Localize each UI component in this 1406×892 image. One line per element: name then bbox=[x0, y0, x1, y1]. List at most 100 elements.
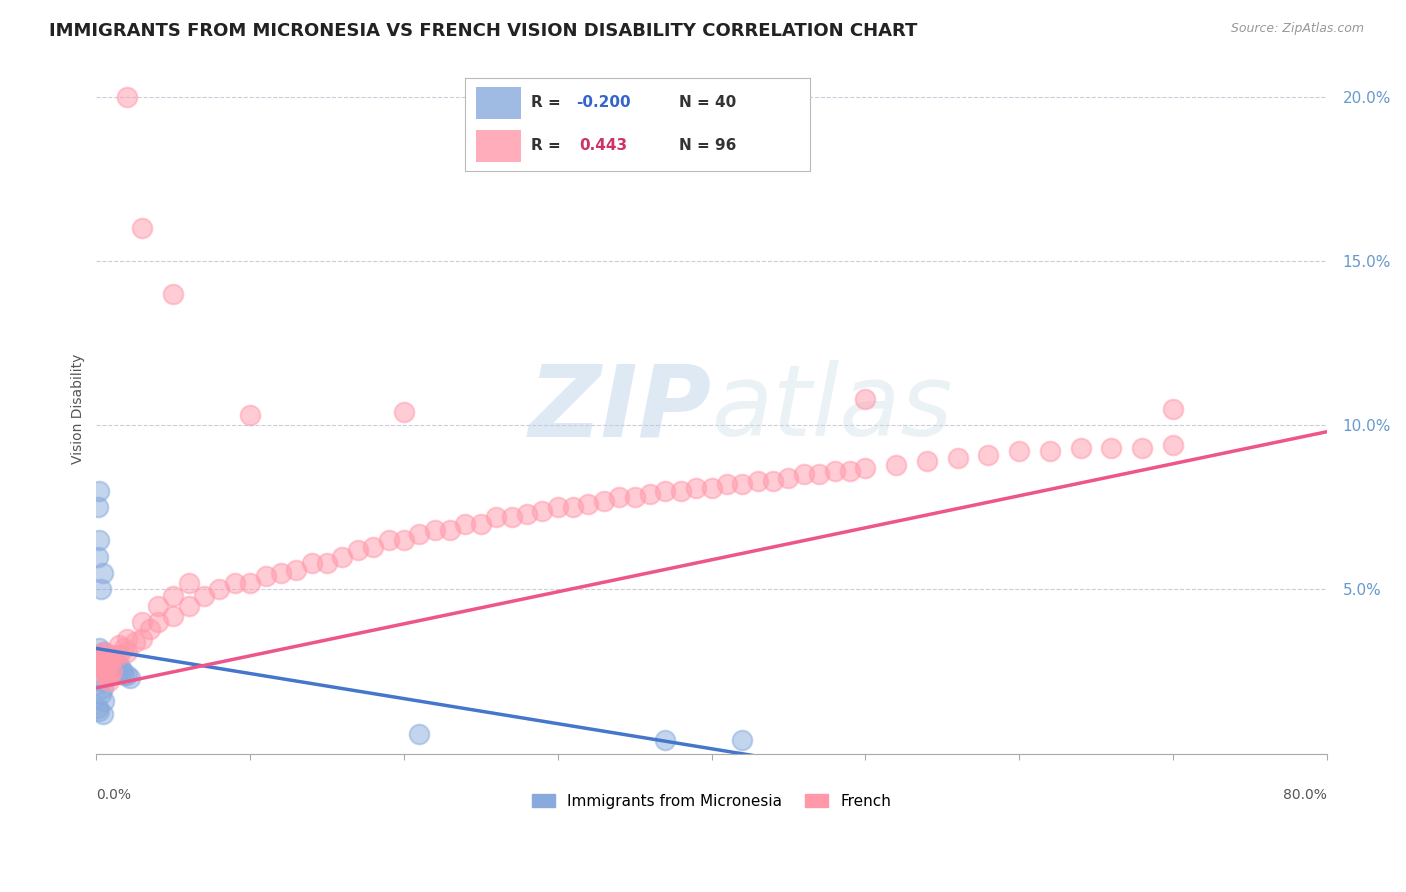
Point bbox=[93, 665, 115, 679]
Point bbox=[124, 635, 146, 649]
Point bbox=[108, 665, 131, 679]
Point bbox=[700, 481, 723, 495]
Point bbox=[94, 667, 117, 681]
Point bbox=[93, 645, 115, 659]
Point bbox=[100, 651, 122, 665]
Point bbox=[501, 510, 523, 524]
Point bbox=[392, 533, 415, 548]
Text: IMMIGRANTS FROM MICRONESIA VS FRENCH VISION DISABILITY CORRELATION CHART: IMMIGRANTS FROM MICRONESIA VS FRENCH VIS… bbox=[49, 22, 918, 40]
Point bbox=[90, 657, 112, 672]
Point bbox=[485, 510, 508, 524]
Text: 0.0%: 0.0% bbox=[97, 788, 131, 802]
Point bbox=[90, 651, 112, 665]
Point bbox=[89, 704, 111, 718]
Point bbox=[824, 464, 846, 478]
Point bbox=[97, 665, 120, 679]
Point bbox=[89, 533, 111, 548]
Point bbox=[762, 474, 785, 488]
Point bbox=[946, 450, 969, 465]
Point bbox=[592, 493, 614, 508]
Point bbox=[208, 582, 231, 597]
Text: atlas: atlas bbox=[711, 360, 953, 458]
Point bbox=[853, 392, 876, 406]
Point bbox=[377, 533, 399, 548]
Point bbox=[270, 566, 292, 580]
Point bbox=[93, 648, 115, 662]
Y-axis label: Vision Disability: Vision Disability bbox=[72, 353, 86, 464]
Point bbox=[254, 569, 277, 583]
Point bbox=[361, 540, 384, 554]
Point bbox=[162, 286, 184, 301]
Point bbox=[94, 655, 117, 669]
Text: Source: ZipAtlas.com: Source: ZipAtlas.com bbox=[1230, 22, 1364, 36]
Point bbox=[91, 566, 114, 580]
Point bbox=[108, 648, 131, 662]
Point bbox=[115, 632, 138, 646]
Point bbox=[669, 483, 692, 498]
Point bbox=[97, 655, 120, 669]
Point bbox=[87, 549, 110, 564]
Point bbox=[1039, 444, 1062, 458]
Point bbox=[162, 608, 184, 623]
Point bbox=[977, 448, 1000, 462]
Point bbox=[346, 543, 368, 558]
Point bbox=[1130, 441, 1153, 455]
Point bbox=[1161, 401, 1184, 416]
Point bbox=[808, 467, 831, 482]
Point bbox=[177, 599, 200, 613]
Point bbox=[87, 651, 110, 665]
Point bbox=[638, 487, 661, 501]
Point bbox=[104, 648, 127, 662]
Point bbox=[94, 661, 117, 675]
Point bbox=[87, 500, 110, 515]
Point bbox=[91, 645, 114, 659]
Point bbox=[94, 651, 117, 665]
Point bbox=[91, 661, 114, 675]
Point bbox=[89, 648, 111, 662]
Point bbox=[112, 667, 135, 681]
Point bbox=[731, 477, 754, 491]
Point bbox=[162, 589, 184, 603]
Point bbox=[423, 523, 446, 537]
Point bbox=[531, 503, 554, 517]
Point bbox=[131, 632, 153, 646]
Point bbox=[747, 474, 769, 488]
Point bbox=[93, 655, 115, 669]
Point bbox=[107, 657, 129, 672]
Point bbox=[623, 491, 645, 505]
Point bbox=[115, 645, 138, 659]
Point bbox=[96, 651, 118, 665]
Point bbox=[90, 648, 112, 662]
Point bbox=[1008, 444, 1031, 458]
Point bbox=[89, 483, 111, 498]
Point bbox=[89, 641, 111, 656]
Point bbox=[98, 648, 121, 662]
Point bbox=[108, 638, 131, 652]
Point bbox=[96, 648, 118, 662]
Point bbox=[111, 665, 134, 679]
Point bbox=[93, 694, 115, 708]
Point bbox=[439, 523, 461, 537]
Point bbox=[87, 655, 110, 669]
Point bbox=[239, 409, 262, 423]
Point bbox=[408, 727, 430, 741]
Point bbox=[112, 641, 135, 656]
Point bbox=[731, 733, 754, 747]
Point bbox=[120, 671, 142, 685]
Point bbox=[607, 491, 630, 505]
Point bbox=[778, 471, 800, 485]
Point bbox=[131, 221, 153, 235]
Point bbox=[97, 674, 120, 689]
Point bbox=[316, 556, 339, 570]
Point bbox=[146, 599, 169, 613]
Point bbox=[853, 461, 876, 475]
Point bbox=[96, 671, 118, 685]
Point bbox=[454, 516, 477, 531]
Text: ZIP: ZIP bbox=[529, 360, 711, 458]
Point bbox=[90, 674, 112, 689]
Point bbox=[98, 667, 121, 681]
Point bbox=[97, 657, 120, 672]
Point bbox=[115, 667, 138, 681]
Point bbox=[91, 681, 114, 695]
Point bbox=[793, 467, 815, 482]
